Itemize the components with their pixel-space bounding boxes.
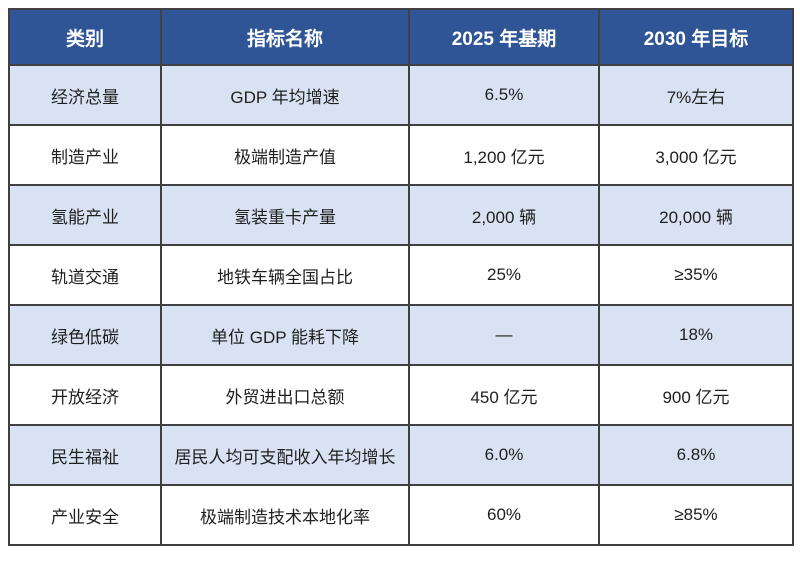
table-row: 产业安全 极端制造技术本地化率 60% ≥85% [8,484,794,546]
column-header-2025-baseline: 2025 年基期 [408,8,600,66]
cell-2025-value: — [408,304,600,366]
column-header-indicator-name: 指标名称 [160,8,410,66]
cell-indicator: 居民人均可支配收入年均增长 [160,424,410,486]
table-row: 轨道交通 地铁车辆全国占比 25% ≥35% [8,244,794,306]
cell-category: 轨道交通 [8,244,162,306]
indicator-table: 类别 指标名称 2025 年基期 2030 年目标 经济总量 GDP 年均增速 … [8,8,794,546]
cell-2025-value: 6.5% [408,64,600,126]
cell-2030-value: 7%左右 [598,64,794,126]
header-row: 类别 指标名称 2025 年基期 2030 年目标 [8,8,794,66]
cell-category: 制造产业 [8,124,162,186]
table-row: 绿色低碳 单位 GDP 能耗下降 — 18% [8,304,794,366]
cell-indicator: 氢装重卡产量 [160,184,410,246]
column-header-category: 类别 [8,8,162,66]
table-row: 民生福祉 居民人均可支配收入年均增长 6.0% 6.8% [8,424,794,486]
cell-2025-value: 2,000 辆 [408,184,600,246]
column-header-2030-target: 2030 年目标 [598,8,794,66]
cell-2025-value: 60% [408,484,600,546]
cell-category: 产业安全 [8,484,162,546]
table-row: 制造产业 极端制造产值 1,200 亿元 3,000 亿元 [8,124,794,186]
cell-indicator: 外贸进出口总额 [160,364,410,426]
cell-category: 绿色低碳 [8,304,162,366]
cell-indicator: 单位 GDP 能耗下降 [160,304,410,366]
cell-2025-value: 25% [408,244,600,306]
cell-2030-value: 6.8% [598,424,794,486]
cell-category: 开放经济 [8,364,162,426]
cell-indicator: 极端制造产值 [160,124,410,186]
cell-indicator: 地铁车辆全国占比 [160,244,410,306]
cell-2030-value: ≥35% [598,244,794,306]
cell-category: 民生福祉 [8,424,162,486]
table-row: 经济总量 GDP 年均增速 6.5% 7%左右 [8,64,794,126]
cell-2025-value: 6.0% [408,424,600,486]
cell-2025-value: 450 亿元 [408,364,600,426]
cell-indicator: 极端制造技术本地化率 [160,484,410,546]
table-row: 氢能产业 氢装重卡产量 2,000 辆 20,000 辆 [8,184,794,246]
table-row: 开放经济 外贸进出口总额 450 亿元 900 亿元 [8,364,794,426]
cell-2025-value: 1,200 亿元 [408,124,600,186]
cell-2030-value: 3,000 亿元 [598,124,794,186]
cell-category: 氢能产业 [8,184,162,246]
cell-2030-value: 900 亿元 [598,364,794,426]
cell-indicator: GDP 年均增速 [160,64,410,126]
cell-2030-value: 20,000 辆 [598,184,794,246]
cell-2030-value: 18% [598,304,794,366]
cell-category: 经济总量 [8,64,162,126]
cell-2030-value: ≥85% [598,484,794,546]
